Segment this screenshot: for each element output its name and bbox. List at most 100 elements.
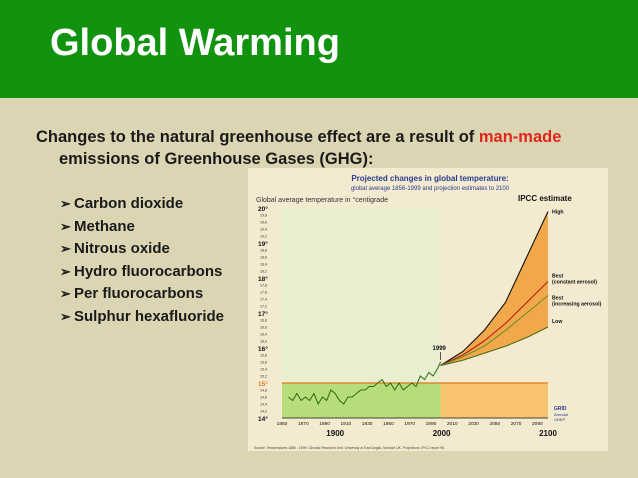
y-minor-tick-label: 16,4	[260, 333, 267, 337]
y-minor-tick-label: 14,2	[260, 410, 267, 414]
x-tick-label: 2010	[447, 421, 458, 427]
intro-part1: Changes to the natural greenhouse effect…	[36, 128, 479, 146]
historical-upper-area	[282, 208, 441, 383]
arrow-right-icon: ➢	[60, 218, 71, 234]
list-item: ➢ Methane	[60, 216, 224, 239]
y-minor-tick-label: 17,2	[260, 305, 267, 309]
intro-text: Changes to the natural greenhouse effect…	[36, 126, 626, 170]
projection-base-area	[440, 383, 548, 418]
x-tick-label: 1850	[277, 421, 288, 427]
x-tick-label: 1970	[404, 421, 415, 427]
arrow-right-icon: ➢	[60, 308, 71, 324]
y-minor-tick-label: 18,2	[260, 270, 267, 274]
label-best-constant: Best	[552, 274, 564, 280]
x-tick-label: 1930	[362, 421, 373, 427]
logo-line-1: GRID	[554, 406, 567, 412]
y-minor-tick-label: 19,6	[260, 221, 267, 225]
y-tick-label: 16°	[258, 345, 268, 353]
chart-svg: Projected changes in global temperature:…	[248, 168, 608, 451]
slide-title: Global Warming	[50, 22, 340, 64]
chart-subtitle: global average 1856-1999 and projection …	[351, 186, 510, 192]
list-item: ➢ Per fluorocarbons	[60, 283, 224, 306]
y-minor-tick-label: 15,4	[260, 368, 267, 372]
x-tick-label: 2050	[489, 421, 500, 427]
series-line-best-increasing	[440, 295, 549, 367]
intro-highlight: man-made	[478, 128, 562, 146]
series-line-low	[440, 326, 549, 367]
source-note: Source: Temperatures 1856 - 1999: Climat…	[254, 446, 445, 450]
temperature-chart: Projected changes in global temperature:…	[248, 168, 608, 451]
y-tick-label: 15°	[258, 380, 268, 388]
x-tick-label: 1870	[298, 421, 309, 427]
y-minor-tick-label: 16,8	[260, 319, 267, 323]
y-tick-label: 19°	[258, 240, 268, 248]
grid-logo: GRID Arendal UNEP	[554, 406, 568, 422]
logo-line-3: UNEP	[554, 417, 565, 422]
list-item: ➢ Sulphur hexafluoride	[60, 306, 224, 329]
x-tick-label: 2070	[511, 421, 522, 427]
y-minor-tick-label: 15,6	[260, 361, 267, 365]
y-minor-tick-label: 17,4	[260, 298, 267, 302]
gas-label: Nitrous oxide	[74, 240, 170, 258]
list-item: ➢ Hydro fluorocarbons	[60, 261, 224, 284]
y-minor-tick-label: 19,2	[260, 235, 267, 239]
x-century-label: 2100	[539, 429, 557, 438]
gas-label: Per fluorocarbons	[74, 285, 204, 303]
list-item: ➢ Carbon dioxide	[60, 193, 224, 216]
y-tick-label: 17°	[258, 310, 268, 318]
arrow-right-icon: ➢	[60, 196, 71, 211]
chart-title: Projected changes in global temperature:	[351, 174, 508, 183]
y-minor-tick-label: 18,6	[260, 256, 267, 260]
x-tick-label: 1910	[341, 421, 352, 427]
y-minor-tick-label: 15,2	[260, 375, 267, 379]
arrow-right-icon: ➢	[60, 286, 71, 302]
label-best-increasing: Best	[552, 296, 564, 302]
arrow-right-icon: ➢	[60, 241, 71, 257]
y-minor-tick-label: 14,8	[260, 389, 267, 393]
gas-list: ➢ Carbon dioxide ➢ Methane ➢ Nitrous oxide …	[60, 193, 224, 329]
y-minor-tick-label: 14,4	[260, 403, 267, 407]
label-best-constant-detail: (constant aerosol)	[552, 280, 597, 286]
label-high: High	[552, 210, 564, 216]
x-tick-label: 1890	[319, 421, 330, 427]
marker-1999-label: 1999	[433, 346, 447, 352]
series-line-high	[440, 211, 549, 366]
title-bar: Global Warming	[0, 0, 638, 98]
y-minor-tick-label: 18,8	[260, 249, 267, 253]
x-century-label: 1900	[326, 429, 344, 438]
x-century-label: 2000	[433, 429, 451, 438]
series-line-best-constant	[440, 281, 549, 366]
x-tick-label: 1990	[426, 421, 437, 427]
historical-series-line	[288, 361, 441, 406]
logo-line-2: Arendal	[554, 412, 568, 417]
y-minor-tick-label: 14,6	[260, 396, 267, 400]
y-axis-label: Global average temperature in °centigrad…	[256, 196, 388, 204]
historical-area	[282, 383, 441, 418]
list-item: ➢ Nitrous oxide	[60, 238, 224, 261]
y-tick-label: 14°	[258, 415, 268, 423]
y-minor-tick-label: 19,8	[260, 214, 267, 218]
label-best-increasing-detail: (increasing aerosol)	[552, 302, 602, 308]
y-minor-tick-label: 16,2	[260, 340, 267, 344]
gas-label: Sulphur hexafluoride	[74, 307, 225, 325]
x-tick-label: 2030	[468, 421, 479, 427]
y-tick-label: 18°	[258, 275, 268, 283]
projection-fan	[440, 211, 548, 366]
y-minor-tick-label: 18,4	[260, 263, 267, 267]
intro-part2: emissions of Greenhouse Gases (GHG):	[59, 150, 374, 168]
x-tick-label: 2090	[532, 421, 543, 427]
ipcc-label: IPCC estimate	[518, 194, 572, 203]
gas-label: Carbon dioxide	[74, 195, 184, 212]
y-minor-tick-label: 15,8	[260, 354, 267, 358]
label-low: Low	[552, 319, 563, 325]
y-minor-tick-label: 16,6	[260, 326, 267, 330]
x-tick-label: 1950	[383, 421, 394, 427]
y-tick-label: 20°	[258, 205, 268, 213]
y-minor-tick-label: 17,8	[260, 284, 267, 288]
arrow-right-icon: ➢	[60, 263, 71, 279]
y-minor-tick-label: 17,6	[260, 291, 267, 295]
gas-label: Methane	[74, 217, 135, 235]
y-minor-tick-label: 19,4	[260, 228, 267, 232]
gas-label: Hydro fluorocarbons	[74, 262, 223, 280]
